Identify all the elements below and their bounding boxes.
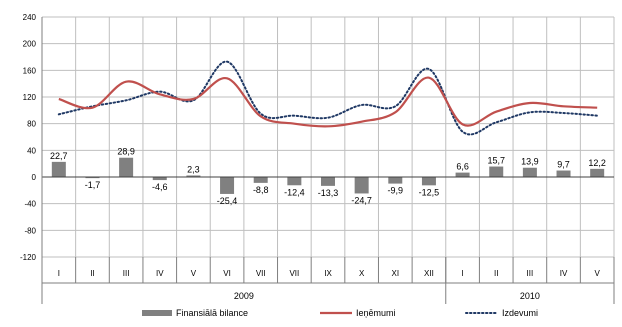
line-izdevumi: [57, 60, 599, 136]
x-tick-label: VII: [256, 269, 266, 278]
bar: [186, 175, 201, 177]
bar-data-label: -25,4: [217, 196, 238, 206]
y-tick-label: 120: [23, 93, 37, 102]
bar-data-label: 2,3: [187, 164, 200, 174]
bar-data-label: -12,5: [419, 187, 440, 197]
bar-data-label: 6,6: [456, 162, 469, 172]
gridlines: [41, 16, 615, 258]
y-tick-label: 240: [23, 13, 37, 22]
x-tick-label: XII: [424, 269, 434, 278]
bar-data-label: 9,7: [557, 160, 570, 170]
y-tick-label: -120: [20, 253, 37, 262]
bar-data-label: 12,2: [588, 158, 606, 168]
legend-swatch-bar: [142, 310, 172, 316]
bar-data-label: 22,7: [50, 151, 68, 161]
bar: [455, 172, 470, 177]
bar-data-label: 13,9: [521, 157, 539, 167]
bar: [287, 177, 302, 186]
y-tick-label: -40: [24, 200, 36, 209]
bar-data-label: -24,7: [351, 195, 372, 205]
y-tick-label: 0: [32, 173, 37, 182]
year-label: 2010: [520, 291, 540, 301]
legend-label: Izdevumi: [502, 308, 538, 318]
bar-data-label: -1,7: [85, 180, 101, 190]
bar: [220, 177, 235, 194]
bar-series: [51, 157, 605, 194]
bar: [253, 177, 268, 183]
bar: [51, 161, 66, 177]
bar: [522, 167, 537, 177]
x-tick-label: XI: [392, 269, 400, 278]
bar-data-label: -12,4: [284, 187, 305, 197]
x-tick-label: V: [595, 269, 601, 278]
x-tick-label: I: [58, 269, 60, 278]
x-tick-label: V: [191, 269, 197, 278]
y-tick-label: -80: [24, 226, 36, 235]
x-tick-label: II: [90, 269, 94, 278]
x-tick-label: IV: [560, 269, 568, 278]
legend-label: Ieņēmumi: [356, 308, 396, 318]
x-tick-label: VII: [289, 269, 299, 278]
bar-data-label: -9,9: [388, 186, 404, 196]
bar: [388, 177, 403, 184]
y-tick-label: 160: [23, 66, 37, 75]
data-labels: 22,7 -1,7 28,9 -4,6 2,3 -25,4 -8,8 -12,4 -13,3 -2…: [50, 147, 606, 206]
legend-label: Finansiālā bilance: [176, 308, 248, 318]
line-series: [57, 60, 599, 136]
bar: [421, 177, 436, 186]
bar: [590, 168, 605, 177]
bar: [354, 177, 369, 194]
bar-data-label: 15,7: [487, 156, 505, 166]
x-tick-label: I: [461, 269, 463, 278]
bar: [85, 177, 100, 179]
bar-data-label: -13,3: [318, 188, 339, 198]
y-tick-label: 80: [27, 120, 36, 129]
x-tick-label: III: [527, 269, 534, 278]
line-ienemumi: [58, 76, 598, 128]
bar-data-label: 28,9: [117, 147, 135, 157]
bar-data-label: -4,6: [152, 182, 168, 192]
y-tick-label: 40: [27, 146, 36, 155]
x-tick-label: VI: [223, 269, 231, 278]
x-tick-label: IV: [156, 269, 164, 278]
year-label: 2009: [234, 291, 254, 301]
bar-data-label: -8,8: [253, 185, 269, 195]
x-tick-label: X: [359, 269, 365, 278]
bar: [119, 157, 134, 177]
bar: [556, 170, 571, 177]
x-tick-label: III: [123, 269, 130, 278]
bar: [152, 177, 167, 181]
legend: Finansiālā bilance Ieņēmumi Izdevumi: [142, 308, 538, 318]
y-tick-label: 200: [23, 40, 37, 49]
x-tick-label: IX: [324, 269, 332, 278]
x-tick-label: II: [494, 269, 498, 278]
bar: [489, 166, 504, 177]
bar: [321, 177, 335, 186]
